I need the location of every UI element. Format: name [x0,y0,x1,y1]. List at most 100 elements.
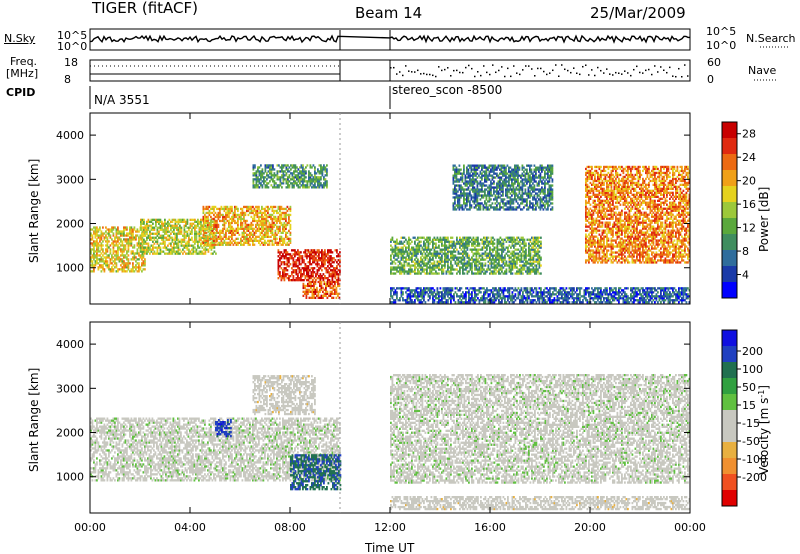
power-cell [538,272,541,275]
power-cell [288,170,291,173]
power-cell [521,168,524,171]
power-cell [185,234,187,237]
power-cell [156,242,159,245]
power-cell [194,236,196,239]
power-cell [135,266,137,269]
power-cell [467,188,470,191]
power-cell [517,242,520,245]
power-cell [457,200,459,203]
power-cell [421,254,424,257]
power-cell [267,174,270,177]
power-cell [117,268,119,271]
power-cell [235,213,238,217]
power-cell [117,228,119,231]
power-cell [311,296,314,299]
power-cell [179,226,181,229]
power-cell [241,221,244,225]
power-cell [467,186,470,189]
power-cell [469,202,471,205]
power-cell [329,286,332,290]
power-cell [289,237,292,240]
power-cell [320,166,322,169]
power-cell [482,204,485,207]
freq-dot [495,71,497,74]
power-cell [316,263,319,266]
power-cell [321,277,323,280]
power-cell [270,239,272,242]
power-cell [277,241,280,244]
power-cell [467,174,470,177]
power-cell [276,209,278,213]
power-cell [170,252,172,255]
power-cell [505,180,507,183]
power-cell [331,296,333,299]
power-cell [198,236,201,239]
power-cell [164,240,166,243]
power-cell [90,270,92,273]
power-cell [504,264,506,267]
power-cell [269,176,271,179]
power-cell [318,253,320,256]
power-cell [149,230,151,233]
power-cell [264,213,266,217]
power-cell [141,264,143,267]
power-cell [254,186,256,189]
power-cell [257,184,259,187]
power-cell [273,217,275,221]
power-cell [480,268,482,271]
power-cell [176,244,178,247]
power-cell [520,208,522,211]
power-cell [234,241,236,244]
power-cell [161,236,163,239]
power-cell [514,172,516,175]
power-cell [499,254,502,257]
power-cell [393,250,395,253]
power-cell [197,218,199,221]
power-cell [173,226,175,229]
power-cell [93,268,95,271]
power-cell [466,238,469,241]
power-cell [288,253,290,256]
power-cell [493,248,496,251]
power-cell [115,244,118,247]
power-cell [285,273,287,276]
power-cell [479,204,482,207]
power-cell [212,220,214,223]
power-cell [138,264,140,267]
power-cell [277,267,280,270]
power-cell [156,228,159,231]
power-cell [512,168,515,171]
power-cell [475,262,478,265]
power-cell [405,238,407,241]
freq-dot [582,65,584,68]
power-cell [307,265,310,268]
power-cell [280,261,283,264]
power-cell [262,227,265,230]
freq-dot [456,69,458,72]
power-cell [415,262,418,265]
freq-dot [615,71,617,74]
power-cell [90,250,92,253]
power-cell [197,242,199,245]
power-cell [267,170,270,173]
power-cell [257,166,259,169]
power-cell [417,268,419,271]
power-cell [475,256,478,259]
power-cell [408,240,410,243]
power-cell [534,254,536,257]
power-cell [93,248,95,251]
power-cell [429,236,431,239]
power-cell [502,272,505,275]
power-cell [310,275,313,278]
power-cell [141,220,144,223]
power-cell [152,226,154,229]
power-cell [144,262,146,265]
power-cell [266,174,268,177]
power-cell [285,235,287,238]
power-cell [241,239,244,242]
power-cell [441,260,443,263]
power-cell [473,170,476,173]
power-cell [118,256,121,259]
power-cell [144,226,147,229]
power-cell [488,192,491,195]
